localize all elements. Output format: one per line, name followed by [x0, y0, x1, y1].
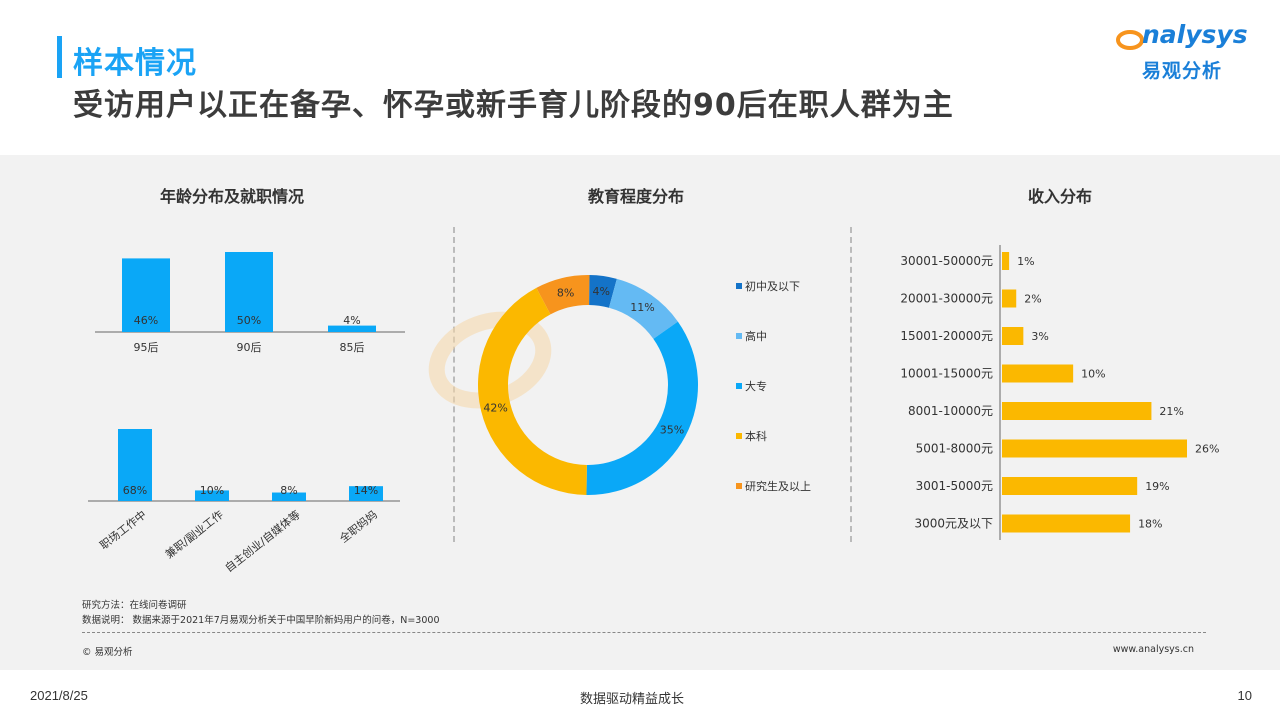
donut-slice	[589, 275, 617, 308]
legend-label: 研究生及以上	[745, 479, 811, 493]
legend-swatch	[736, 433, 742, 439]
research-method-note: 研究方法：在线问卷调研	[82, 600, 187, 611]
donut-data-label: 4%	[592, 285, 609, 298]
legend-label: 高中	[745, 329, 767, 343]
job-category-label: 全职妈妈	[337, 507, 380, 545]
job-category-label: 兼职/副业工作	[163, 508, 226, 561]
donut-slice	[478, 287, 587, 495]
age-category-label: 90后	[237, 341, 262, 354]
legend-label: 大专	[745, 379, 767, 393]
section-title-age: 年龄分布及就职情况	[160, 187, 305, 206]
donut-data-label: 11%	[630, 301, 654, 314]
donut-slice	[586, 321, 698, 495]
income-category-label: 8001-10000元	[908, 404, 993, 418]
logo-text-cn: 易观分析	[1142, 60, 1223, 82]
income-data-label: 1%	[1017, 255, 1034, 268]
income-data-label: 26%	[1195, 443, 1219, 456]
notes-divider	[82, 632, 1206, 633]
job-bar	[349, 486, 383, 501]
job-category-label: 自主创业/自媒体等	[222, 507, 303, 574]
income-data-label: 21%	[1159, 405, 1183, 418]
income-category-label: 20001-30000元	[900, 292, 993, 306]
income-category-label: 10001-15000元	[900, 367, 993, 381]
income-data-label: 18%	[1138, 518, 1162, 531]
page-number: 10	[1237, 688, 1252, 703]
income-data-label: 10%	[1081, 368, 1105, 381]
income-bar	[1002, 402, 1152, 420]
income-bar	[1002, 439, 1187, 458]
income-bar	[1002, 327, 1024, 345]
income-bar	[1002, 477, 1138, 495]
age-data-label: 46%	[134, 314, 158, 327]
income-category-label: 30001-50000元	[900, 254, 993, 268]
age-data-label: 4%	[343, 314, 360, 327]
age-bar	[328, 325, 376, 332]
legend-swatch	[736, 483, 742, 489]
job-bar	[118, 429, 152, 501]
income-category-label: 15001-20000元	[900, 329, 993, 343]
job-data-label: 10%	[200, 484, 224, 497]
donut-slice	[536, 275, 590, 315]
income-bar-chart: 30001-50000元 1% 20001-30000元 2% 15001-20000元…	[900, 245, 1219, 540]
income-category-label: 3000元及以下	[914, 517, 993, 531]
title-accent-bar	[57, 36, 62, 78]
income-bar	[1002, 514, 1131, 533]
age-bar	[225, 252, 273, 332]
section-title-education: 教育程度分布	[588, 187, 685, 206]
footer-date: 2021/8/25	[30, 688, 88, 703]
age-data-label: 50%	[237, 314, 261, 327]
page-title: 样本情况	[73, 46, 197, 81]
age-bar	[122, 258, 170, 332]
page-subtitle: 受访用户以正在备孕、怀孕或新手育儿阶段的90后在职人群为主	[73, 88, 954, 123]
donut-slice	[608, 278, 678, 339]
analysys-logo: nalysys 易观分析	[1116, 20, 1248, 84]
job-bar	[195, 490, 229, 501]
age-bar-chart: 46% 95后 50% 90后 4% 85后	[95, 252, 405, 354]
logo-text-en: nalysys	[1142, 20, 1248, 49]
job-data-label: 68%	[123, 484, 147, 497]
job-category-label: 职场工作中	[97, 507, 149, 552]
income-data-label: 19%	[1145, 480, 1169, 493]
legend-label: 本科	[745, 429, 767, 443]
copyright-text: © 易观分析	[82, 647, 133, 658]
age-category-label: 95后	[134, 341, 159, 354]
data-source-note: 数据说明： 数据来源于2021年7月易观分析关于中国早阶新妈用户的问卷，N=30…	[82, 615, 440, 626]
divider-right	[850, 227, 852, 542]
legend-swatch	[736, 333, 742, 339]
job-data-label: 8%	[280, 484, 297, 497]
income-category-label: 3001-5000元	[916, 479, 993, 493]
income-bar	[1002, 252, 1010, 270]
donut-data-label: 8%	[557, 287, 574, 300]
legend-label: 初中及以下	[745, 279, 800, 293]
website-link[interactable]: www.analysys.cn	[1112, 644, 1194, 655]
income-data-label: 2%	[1024, 293, 1041, 306]
job-data-label: 14%	[354, 484, 378, 497]
legend-swatch	[736, 283, 742, 289]
divider-left	[453, 227, 455, 542]
section-title-income: 收入分布	[1028, 187, 1093, 206]
job-bar-chart: 68% 职场工作中 10% 兼职/副业工作 8% 自主创业/自媒体等 14% 全职妈妈	[88, 429, 400, 575]
income-category-label: 5001-8000元	[916, 442, 993, 456]
footer-slogan: 数据驱动精益成长	[580, 692, 685, 707]
logo-swoosh-icon	[1116, 30, 1144, 50]
age-category-label: 85后	[340, 341, 365, 354]
donut-data-label: 35%	[660, 423, 684, 436]
donut-data-label: 42%	[483, 401, 507, 414]
income-data-label: 3%	[1031, 330, 1048, 343]
legend-swatch	[736, 383, 742, 389]
income-bar	[1002, 364, 1074, 383]
income-bar	[1002, 289, 1017, 308]
job-bar	[272, 492, 306, 501]
